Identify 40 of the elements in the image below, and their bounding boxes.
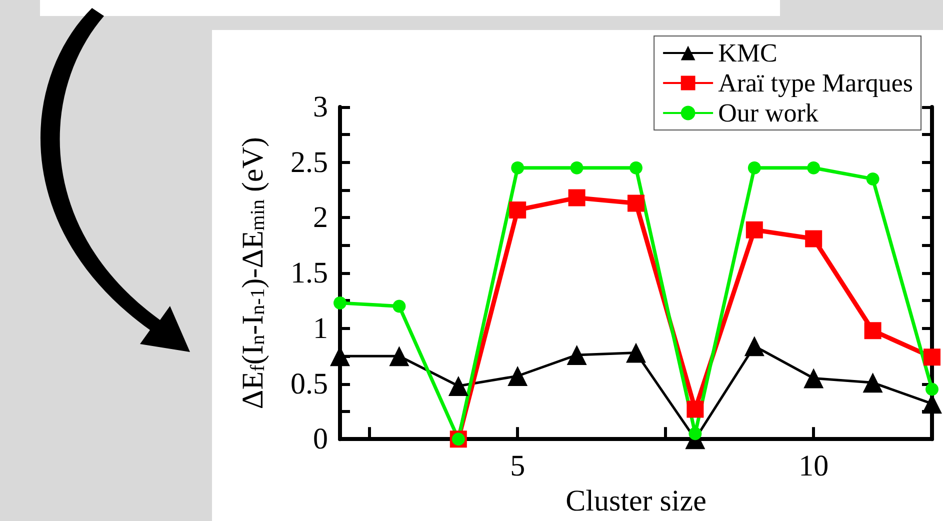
- legend-label: KMC: [718, 38, 778, 68]
- y-tick-label: 0: [313, 422, 328, 456]
- point: [508, 366, 528, 386]
- y-tick-label: 1.5: [290, 256, 328, 290]
- legend-label: Our work: [718, 98, 818, 128]
- point: [626, 342, 646, 363]
- point: [511, 161, 524, 174]
- point: [389, 346, 410, 366]
- point: [686, 400, 704, 418]
- point: [924, 348, 940, 366]
- point: [805, 230, 822, 248]
- point: [926, 382, 938, 396]
- point: [744, 336, 764, 356]
- point: [807, 161, 820, 174]
- y-tick-label: 2.5: [290, 146, 328, 179]
- point: [864, 322, 882, 340]
- point: [568, 189, 586, 206]
- y-tick-label: 1: [313, 312, 328, 345]
- point: [746, 221, 763, 238]
- point: [804, 368, 824, 388]
- x-tick-label: 5: [510, 450, 526, 483]
- point: [630, 161, 642, 174]
- point: [334, 296, 346, 310]
- legend-label: Araï type Marques: [718, 68, 913, 98]
- point: [566, 344, 587, 365]
- point: [688, 427, 702, 440]
- point: [866, 172, 880, 186]
- y-tick-label: 3: [313, 90, 328, 124]
- y-tick-label: 2: [313, 201, 328, 234]
- point: [392, 300, 406, 313]
- text: ΔEf(In-In-1)-ΔEmin (eV): [236, 137, 270, 410]
- point: [748, 161, 761, 174]
- point: [862, 372, 883, 393]
- x-axis-title: Cluster size: [566, 484, 706, 518]
- point: [509, 201, 526, 218]
- x-tick-label: 10: [798, 450, 829, 483]
- point: [448, 376, 468, 396]
- point: [628, 194, 644, 212]
- y-tick-label: 0.5: [290, 367, 328, 400]
- point: [570, 161, 584, 174]
